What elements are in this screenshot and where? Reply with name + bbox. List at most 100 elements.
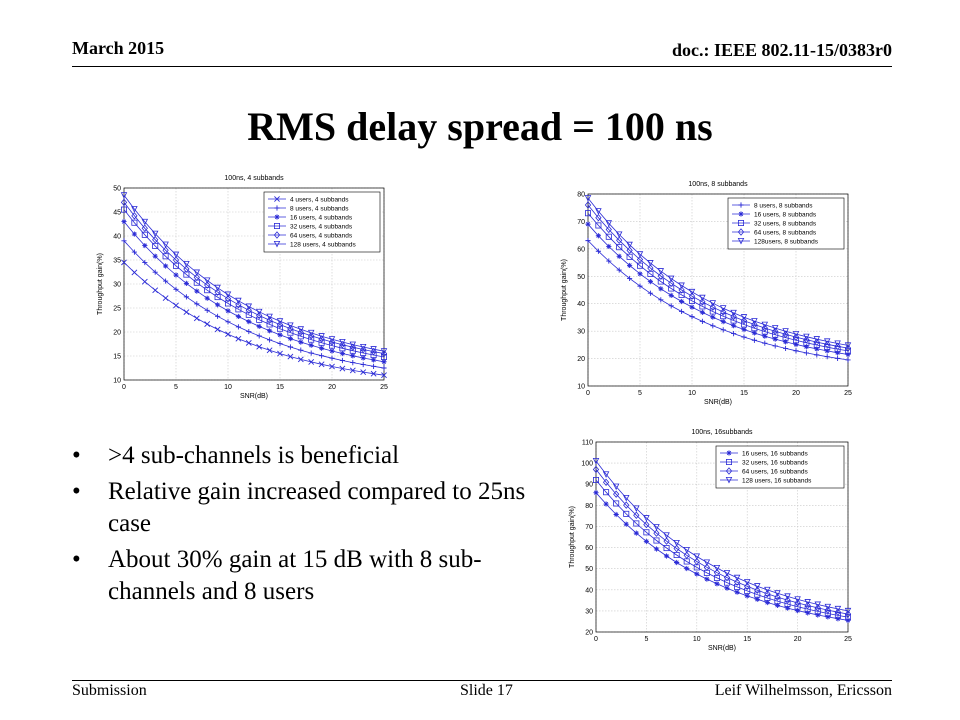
data-point xyxy=(606,258,612,264)
x-tick-label: 20 xyxy=(794,636,802,643)
data-point xyxy=(214,294,221,301)
data-point xyxy=(772,331,779,338)
data-point xyxy=(267,328,273,334)
data-point xyxy=(772,343,778,349)
x-axis-label: SNR(dB) xyxy=(704,399,732,406)
data-point xyxy=(740,316,748,325)
y-tick-label: 40 xyxy=(577,301,585,308)
data-point xyxy=(584,210,591,217)
data-point xyxy=(673,539,680,547)
data-point xyxy=(256,333,262,339)
data-point xyxy=(277,350,283,357)
data-point xyxy=(741,334,747,340)
x-tick-label: 15 xyxy=(740,390,748,397)
data-point xyxy=(623,521,629,527)
data-point xyxy=(761,324,768,332)
header-doc-id: doc.: IEEE 802.11-15/0383r0 xyxy=(671,40,892,60)
data-point xyxy=(287,324,294,333)
data-point xyxy=(647,290,653,296)
data-point xyxy=(633,511,640,519)
y-tick-label: 80 xyxy=(585,503,593,510)
data-point xyxy=(616,236,623,245)
data-point xyxy=(328,336,336,343)
data-point xyxy=(709,303,716,311)
legend-label: 128users, 8 subbands xyxy=(754,239,819,246)
data-point xyxy=(835,350,841,356)
data-point xyxy=(774,590,781,597)
data-point xyxy=(605,220,613,227)
data-point xyxy=(371,363,377,369)
data-point xyxy=(381,372,387,379)
legend-marker xyxy=(274,196,280,202)
data-point xyxy=(328,338,336,346)
data-point xyxy=(730,309,737,317)
data-point xyxy=(214,326,221,333)
data-point xyxy=(613,500,620,507)
data-point xyxy=(593,490,599,496)
bullet-dot-icon: • xyxy=(72,478,81,505)
data-point xyxy=(683,546,690,554)
y-tick-label: 60 xyxy=(585,545,593,552)
data-point xyxy=(360,361,366,368)
data-point xyxy=(699,318,705,324)
x-tick-label: 15 xyxy=(276,384,284,391)
data-point xyxy=(824,340,831,348)
data-point xyxy=(744,587,751,594)
legend-marker xyxy=(737,238,745,245)
y-tick-label: 25 xyxy=(113,306,121,313)
series-line xyxy=(595,469,849,615)
data-point xyxy=(152,253,158,259)
data-point xyxy=(813,336,821,343)
data-point xyxy=(152,269,158,275)
data-point xyxy=(688,292,696,300)
data-point xyxy=(612,483,620,491)
data-point xyxy=(120,192,128,199)
data-point xyxy=(663,532,670,539)
data-point xyxy=(235,301,242,309)
data-point xyxy=(595,248,601,254)
data-point xyxy=(740,314,748,321)
data-point xyxy=(733,578,741,586)
data-point xyxy=(287,353,294,360)
data-point xyxy=(743,579,751,586)
data-point xyxy=(360,369,367,376)
data-point xyxy=(359,343,367,351)
data-point xyxy=(772,336,778,342)
data-point xyxy=(720,313,727,320)
data-point xyxy=(605,233,612,240)
x-axis-label: SNR(dB) xyxy=(708,645,736,652)
data-point xyxy=(308,332,315,340)
x-tick-label: 20 xyxy=(792,390,800,397)
data-point xyxy=(592,458,600,465)
data-point xyxy=(709,300,717,307)
data-point xyxy=(339,350,345,357)
data-point xyxy=(751,318,758,325)
y-tick-label: 40 xyxy=(113,234,121,241)
data-point xyxy=(173,272,179,278)
legend-marker xyxy=(725,467,733,475)
data-point xyxy=(120,206,127,213)
data-point xyxy=(308,350,314,356)
plot-frame xyxy=(587,193,849,387)
series-line xyxy=(123,209,385,358)
data-point xyxy=(835,616,841,622)
data-point xyxy=(255,308,263,316)
y-tick-label: 45 xyxy=(113,210,121,217)
data-point xyxy=(204,281,211,289)
x-tick-label: 0 xyxy=(122,384,126,391)
y-tick-label: 50 xyxy=(577,274,585,281)
data-point xyxy=(699,298,706,306)
data-point xyxy=(360,345,367,354)
data-point xyxy=(658,297,664,303)
data-point xyxy=(834,612,841,619)
data-point xyxy=(266,347,273,354)
data-point xyxy=(844,614,851,621)
y-axis-label: Throughput gain(%) xyxy=(97,253,104,315)
data-point xyxy=(615,231,623,238)
data-point xyxy=(162,295,169,302)
data-point xyxy=(183,260,190,268)
data-point xyxy=(276,325,283,332)
chart-16-subbands: 100ns, 16subbands 0 5 10 15 20 25 20 30 40 50 60 70 8… xyxy=(569,429,852,652)
y-tick-label: 20 xyxy=(113,330,121,337)
data-point xyxy=(246,319,252,325)
